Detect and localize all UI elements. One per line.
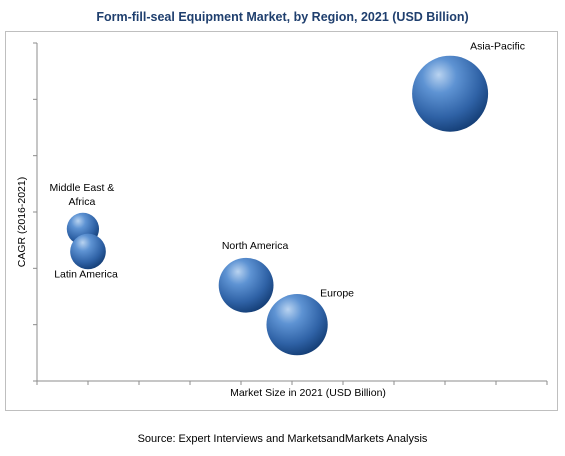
bubble-north-america: [218, 257, 274, 313]
bubble-latin-america: [70, 233, 106, 270]
axes: [33, 42, 548, 385]
bubble-label: North America: [222, 240, 289, 252]
bubble-europe: [266, 294, 328, 356]
bubble-label: Middle East & Africa: [50, 182, 115, 208]
x-axis-label: Market Size in 2021 (USD Billion): [230, 387, 386, 399]
bubble-asia-pacific: [412, 55, 489, 132]
source-note: Source: Expert Interviews and Marketsand…: [137, 433, 428, 445]
chart-frame: [5, 31, 558, 411]
bubble-label: Europe: [320, 288, 354, 300]
y-axis-label: CAGR (2016-2021): [16, 177, 28, 267]
bubbles: Asia-Pacific Middle East & Africa Latin Ame…: [50, 41, 525, 356]
chart-title: Form-fill-seal Equipment Market, by Regi…: [96, 10, 469, 24]
bubble-label: Latin America: [54, 268, 118, 280]
bubble-label: Asia-Pacific: [470, 41, 525, 53]
